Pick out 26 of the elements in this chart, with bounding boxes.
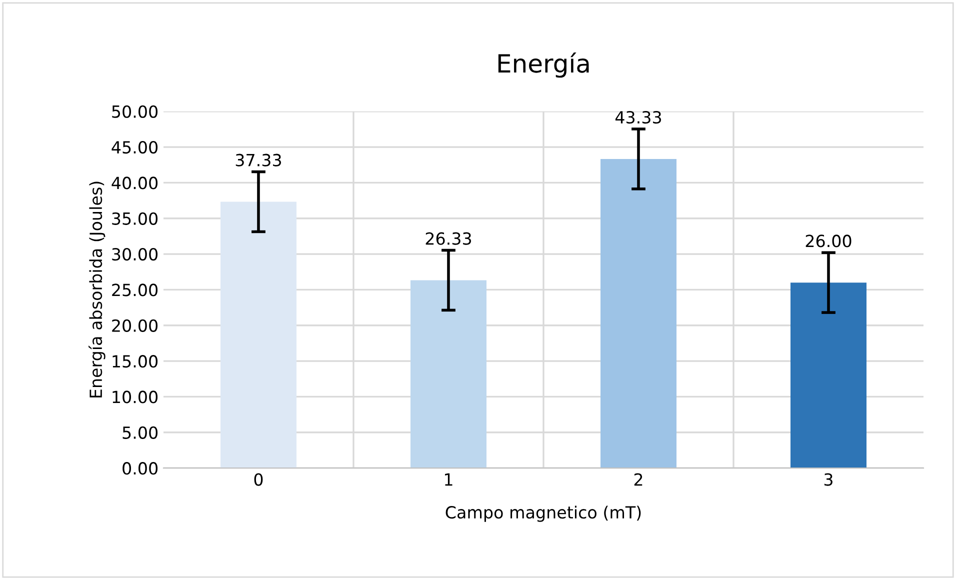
y-tick-label: 25.00 bbox=[112, 284, 158, 296]
y-tick-label: 0.00 bbox=[122, 462, 158, 475]
y-tick-label: 50.00 bbox=[112, 105, 158, 118]
x-axis-title: Campo magnetico (mT) bbox=[446, 506, 641, 522]
y-tick-label: 10.00 bbox=[112, 390, 158, 404]
y-tick-label: 35.00 bbox=[112, 212, 158, 225]
y-tick-label: 15.00 bbox=[112, 355, 158, 368]
chart-title: Energía bbox=[498, 52, 589, 78]
y-tick-label: 45.00 bbox=[112, 140, 158, 154]
data-label: 26.00 bbox=[806, 234, 852, 248]
x-tick-label: 0 bbox=[254, 473, 263, 486]
y-axis-title: Energía absorbida (Joules) bbox=[88, 182, 106, 398]
y-tick-label: 5.00 bbox=[122, 426, 158, 439]
y-tick-label: 30.00 bbox=[112, 248, 158, 261]
data-label: 43.33 bbox=[615, 111, 662, 124]
data-label: 26.33 bbox=[426, 232, 472, 245]
x-tick-label: 3 bbox=[824, 473, 832, 486]
bar bbox=[790, 282, 866, 468]
x-tick-label: 1 bbox=[445, 473, 452, 486]
bar bbox=[600, 158, 676, 468]
y-tick-label: 20.00 bbox=[112, 319, 158, 332]
bar bbox=[410, 280, 486, 468]
x-tick-label: 2 bbox=[634, 473, 642, 486]
bar bbox=[220, 202, 296, 468]
y-tick-label: 40.00 bbox=[112, 176, 158, 190]
data-label: 37.33 bbox=[236, 154, 281, 166]
